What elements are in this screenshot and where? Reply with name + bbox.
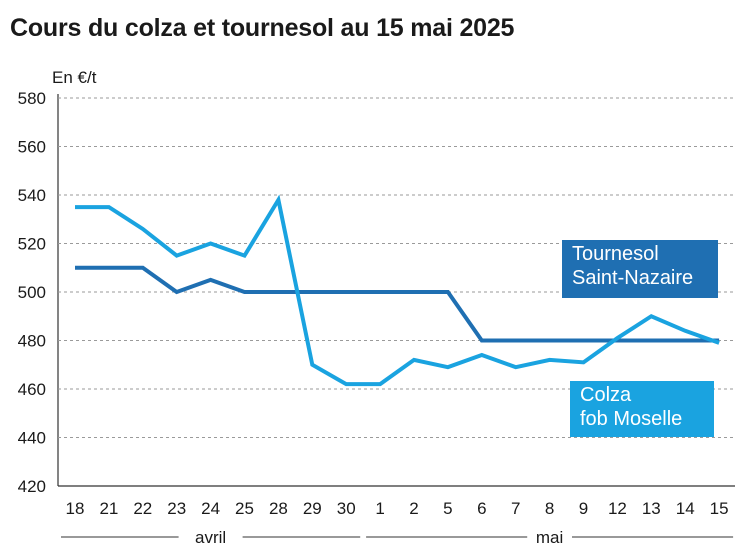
x-tick-label: 29 [303,499,322,518]
y-tick-label: 460 [18,380,46,399]
x-tick-label: 18 [66,499,85,518]
x-tick-label: 24 [201,499,220,518]
series-line-1 [75,194,720,387]
x-tick-label: 7 [511,499,520,518]
legend-line-2: fob Moselle [580,408,683,430]
y-tick-label: 420 [18,477,46,496]
month-groups: avril mai [61,528,734,547]
chart-title: Cours du colza et tournesol au 15 mai 20… [10,14,515,42]
y-tick-label: 560 [18,138,46,157]
x-tick-label: 15 [710,499,729,518]
month-group: avril [61,528,361,547]
y-tick-label: 440 [18,429,46,448]
y-axis-unit-label: En €/t [52,68,97,87]
x-tick-label: 25 [235,499,254,518]
x-tick-label: 28 [269,499,288,518]
x-tick-label: 22 [133,499,152,518]
x-tick-label: 14 [676,499,695,518]
x-tick-label: 6 [477,499,486,518]
x-tick-label: 23 [167,499,186,518]
month-group: mai [366,528,734,547]
y-tick-label: 580 [18,89,46,108]
x-tick-label: 9 [579,499,588,518]
x-axis-ticks: 18 21 22 23 24 25 28 29 30 1 2 5 6 7 8 9 12 13 14 15 [66,499,729,518]
y-tick-label: 540 [18,186,46,205]
month-label: avril [195,528,226,547]
x-tick-label: 5 [443,499,452,518]
x-tick-label: 2 [409,499,418,518]
y-tick-label: 480 [18,332,46,351]
legend-line-1: Colza [580,384,632,406]
legend-tournesol-saint-nazaire: Tournesol Saint-Nazaire [562,240,718,298]
x-tick-label: 13 [642,499,661,518]
y-axis-ticks: 420 440 460 480 500 520 540 560 580 [18,89,46,496]
legend-line-1: Tournesol [572,243,659,265]
month-label: mai [536,528,563,547]
y-tick-label: 520 [18,235,46,254]
series-lines [75,194,720,387]
legend-line-2: Saint-Nazaire [572,267,694,289]
x-tick-label: 1 [375,499,384,518]
legend-colza-fob-moselle: Colza fob Moselle [570,381,714,437]
x-tick-label: 8 [545,499,554,518]
x-tick-label: 12 [608,499,627,518]
x-tick-label: 21 [99,499,118,518]
x-tick-label: 30 [337,499,356,518]
y-tick-label: 500 [18,283,46,302]
